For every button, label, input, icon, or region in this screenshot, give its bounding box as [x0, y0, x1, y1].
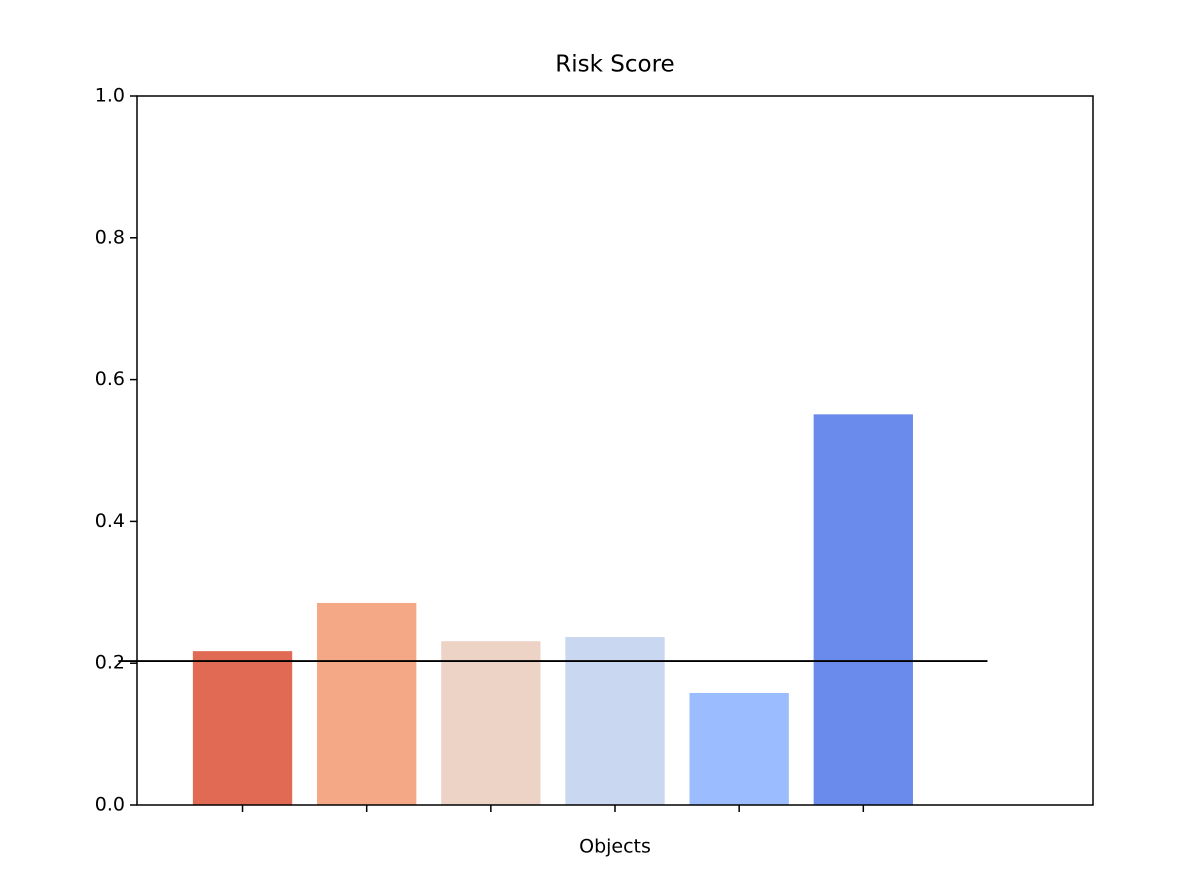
chart-title: Risk Score — [555, 52, 674, 78]
bar — [441, 641, 541, 805]
y-tick-label: 0.4 — [95, 510, 125, 532]
y-tick-label: 1.0 — [95, 85, 125, 107]
bar — [689, 692, 789, 805]
y-tick-label: 0.0 — [95, 794, 125, 816]
bar — [192, 651, 293, 805]
bar — [565, 636, 665, 805]
x-axis-label: Objects — [579, 836, 651, 858]
plot-frame — [136, 95, 1094, 806]
y-tick-label: 0.2 — [95, 652, 125, 674]
bar — [813, 414, 913, 805]
bar — [317, 602, 417, 805]
y-tick-label: 0.8 — [95, 226, 125, 248]
y-tick-label: 0.6 — [95, 368, 125, 390]
